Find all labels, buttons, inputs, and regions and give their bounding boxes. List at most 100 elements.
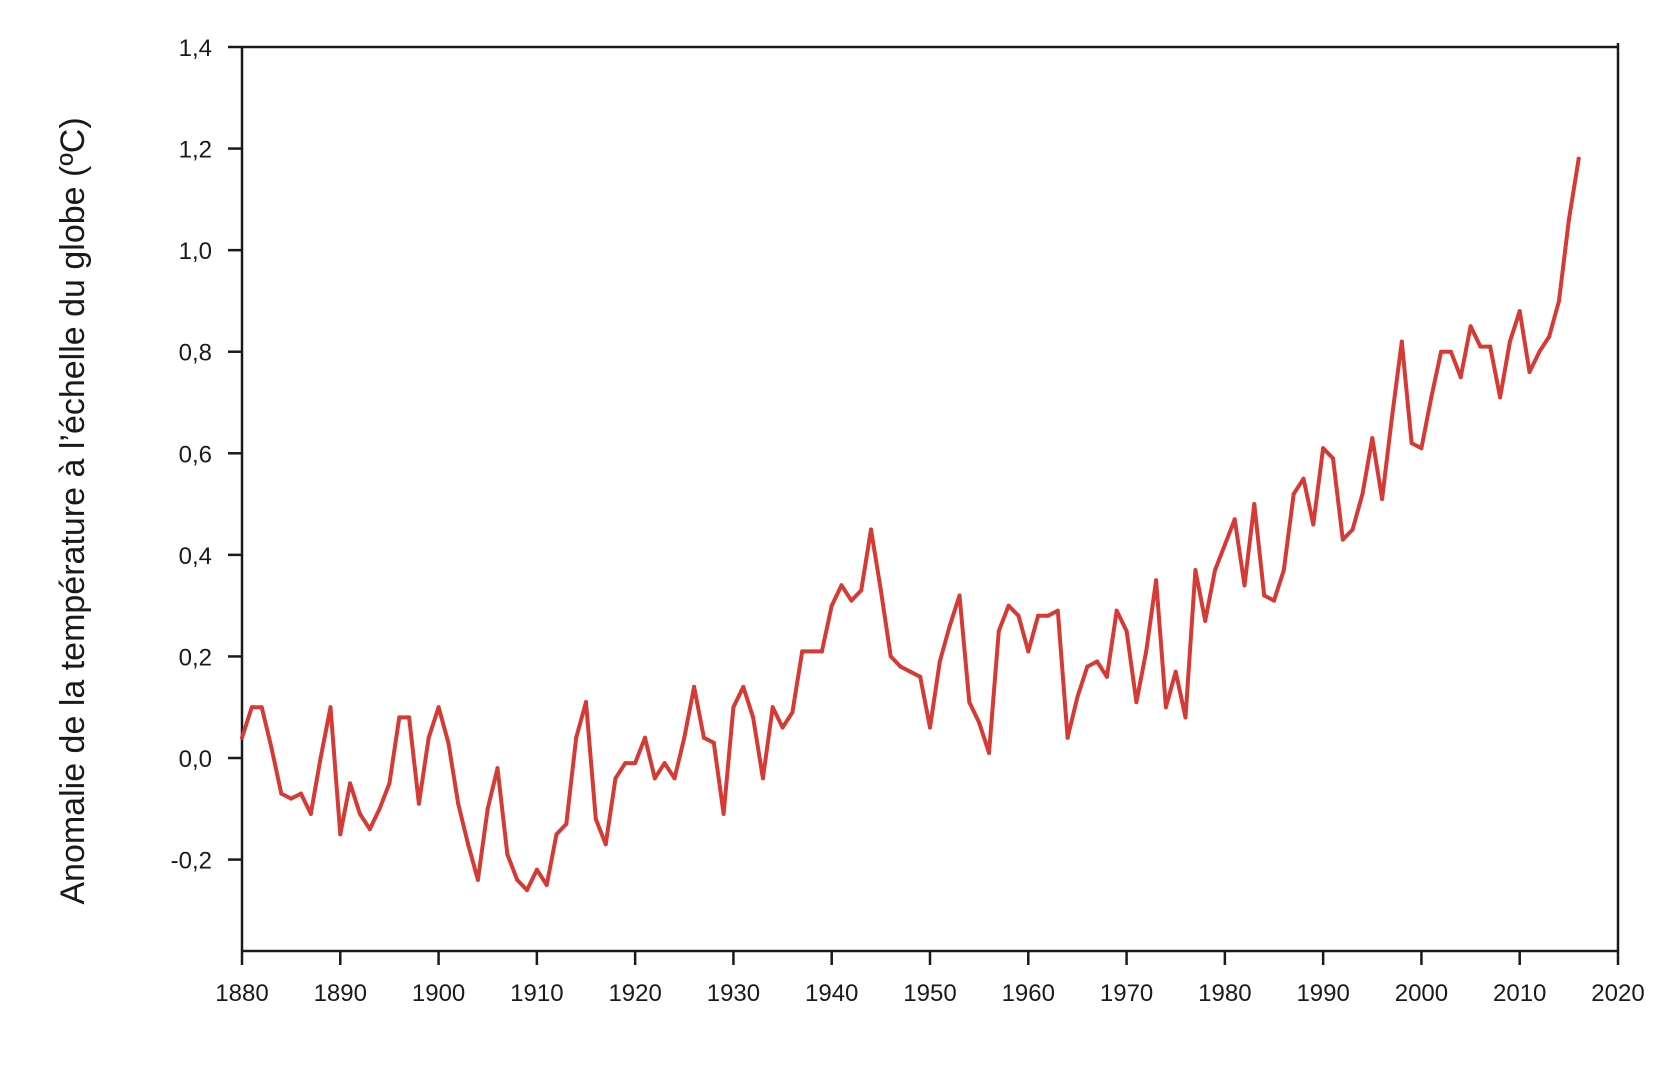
data-point [1429,395,1434,400]
x-tick-label: 1950 [903,980,956,1007]
data-point [515,877,520,882]
data-point [780,725,785,730]
data-point [1527,370,1532,374]
data-point [1036,613,1041,618]
data-point [1478,344,1483,349]
data-point [534,867,539,872]
x-tick-label: 1910 [510,980,563,1007]
data-point [1557,298,1561,303]
data-point [1409,441,1414,446]
data-point [446,740,451,745]
data-point [357,811,362,816]
x-tick-label: 2010 [1493,980,1546,1007]
data-point [1360,491,1365,496]
data-point [1331,456,1335,461]
data-point [426,735,431,740]
data-point [1252,502,1257,507]
data-point [672,776,677,781]
data-point [348,781,353,786]
data-point [1183,715,1188,720]
y-tick-label: -0,2 [171,848,212,875]
data-point [1340,537,1345,542]
data-point [947,624,952,628]
data-point [593,817,598,821]
data-point [249,705,254,710]
data-point [299,791,303,796]
data-point [967,700,972,705]
data-point [1006,603,1011,608]
data-point [1045,613,1050,618]
data-point [269,745,274,750]
data-point [603,842,608,847]
data-point [1016,613,1021,618]
data-point [800,649,805,654]
y-axis-label: Anomalie de la température à l’échelle d… [54,117,92,904]
data-point [1026,649,1031,654]
x-tick-label: 1920 [608,980,661,1007]
data-point [1370,436,1375,441]
data-point [525,888,529,893]
data-point [466,842,471,847]
data-point [987,750,991,755]
data-point [377,806,382,811]
data-point [918,674,923,679]
y-tick-label: 0,6 [179,441,212,468]
data-point [1311,522,1316,527]
data-point [1498,395,1503,400]
data-point [1517,309,1522,314]
data-point [1173,669,1178,674]
data-point [436,705,441,710]
x-axis-ticks: 1880 1890 1900 1910 1920 1930 1940 1950 1960 1970… [215,951,1645,1007]
data-point [1124,629,1129,633]
data-point [475,877,480,882]
data-point [957,593,962,598]
data-point [760,776,765,781]
data-point [721,811,726,816]
data-point [1085,664,1090,669]
y-tick-label: 0,2 [179,644,212,671]
data-point [869,527,873,532]
data-point [1389,415,1394,420]
data-point [859,588,864,593]
data-point [279,791,284,796]
data-point [308,811,313,816]
data-point [1291,491,1296,496]
data-point [1399,339,1404,344]
data-point [898,664,903,669]
data-point [1232,517,1237,522]
axes [240,43,1620,953]
y-axis-ticks: -0,2 0,0 0,2 0,4 0,6 0,8 1,0 1,2 1,4 [171,35,242,875]
data-point [485,806,490,811]
data-point [1114,608,1119,613]
data-point [1301,476,1306,481]
data-point [613,776,618,781]
x-tick-label: 1940 [805,980,858,1007]
data-point [1075,695,1080,700]
data-point [259,705,264,710]
data-point [456,801,461,806]
data-point [996,629,1001,633]
data-point [1576,156,1581,161]
data-series [240,156,1581,893]
x-tick-label: 1990 [1296,980,1349,1007]
x-tick-label: 2020 [1591,980,1644,1007]
data-point [711,740,716,745]
data-point [908,669,913,674]
data-point [289,796,294,801]
data-point [1566,217,1571,222]
data-point [574,735,579,740]
data-point [407,715,412,720]
data-point [1213,568,1217,573]
data-point [397,715,402,720]
y-tick-label: 0,8 [179,340,212,367]
data-point [829,603,834,608]
data-point [554,832,559,837]
data-point [584,700,588,705]
data-point [977,720,982,725]
y-tick-label: 1,2 [179,137,212,164]
y-tick-label: 1,0 [179,238,212,265]
data-point [839,583,844,588]
data-point [1507,339,1512,344]
data-point [1380,497,1385,501]
